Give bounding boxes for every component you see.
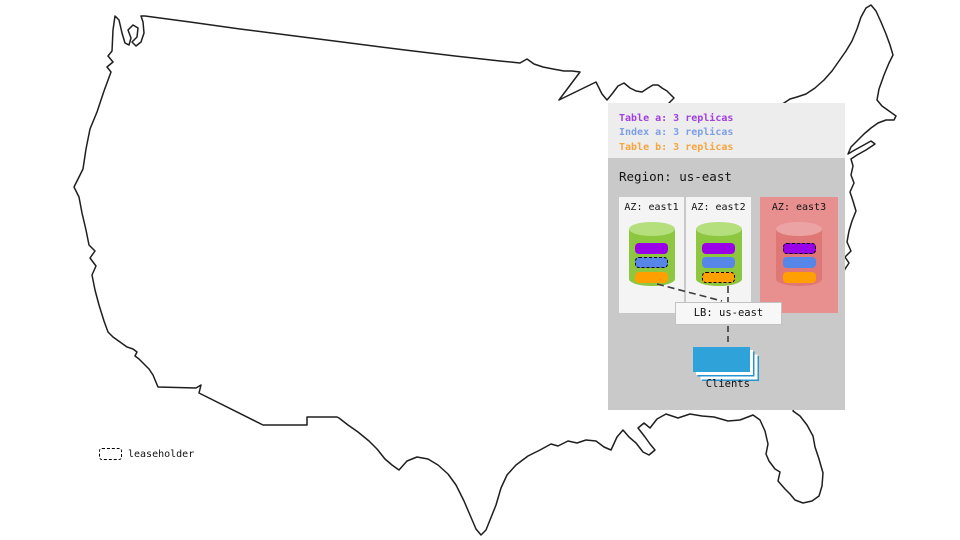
clients-box: Clients [693, 347, 750, 390]
az-east1-box: AZ: east1 [619, 197, 684, 313]
cylinder-cap [776, 222, 822, 236]
az-east2-box: AZ: east2 [686, 197, 751, 313]
replica-legend: Table a: 3 replicas Index a: 3 replicas … [608, 103, 845, 158]
clients-label: Clients [705, 378, 750, 390]
az-east3-label: AZ: east3 [771, 202, 827, 213]
load-balancer-box: LB: us-east [675, 302, 782, 325]
az-east2-label: AZ: east2 [691, 202, 746, 213]
replica-table-a [635, 242, 668, 254]
cylinder-cap [695, 222, 742, 236]
replica-table-a [702, 242, 735, 254]
replica-table-b [782, 271, 816, 283]
region-title: Region: us-east [619, 169, 732, 184]
replica-bars [776, 239, 822, 286]
database-cylinder-east3 [776, 222, 822, 286]
replica-index-a [782, 257, 816, 268]
replica-bars [696, 239, 742, 286]
az-east3-box-highlighted: AZ: east3 [760, 197, 838, 313]
replica-table-a-leaseholder [782, 242, 816, 254]
database-cylinder-east2 [695, 222, 742, 286]
cylinder-cap [628, 222, 675, 236]
replica-table-b-leaseholder [702, 271, 735, 283]
leaseholder-swatch-icon [99, 448, 122, 460]
az-east1-label: AZ: east1 [624, 202, 679, 213]
database-cylinder-east1 [628, 222, 675, 286]
legend-index-a: Index a: 3 replicas [619, 127, 734, 139]
legend-table-b: Table b: 3 replicas [619, 141, 734, 153]
leaseholder-key: leaseholder [99, 448, 194, 460]
leaseholder-key-label: leaseholder [128, 448, 195, 460]
replica-index-a-leaseholder [635, 257, 668, 268]
replica-bars [629, 239, 675, 286]
replica-index-a [702, 257, 735, 268]
legend-table-a: Table a: 3 replicas [619, 113, 734, 124]
replica-table-b [635, 271, 668, 283]
